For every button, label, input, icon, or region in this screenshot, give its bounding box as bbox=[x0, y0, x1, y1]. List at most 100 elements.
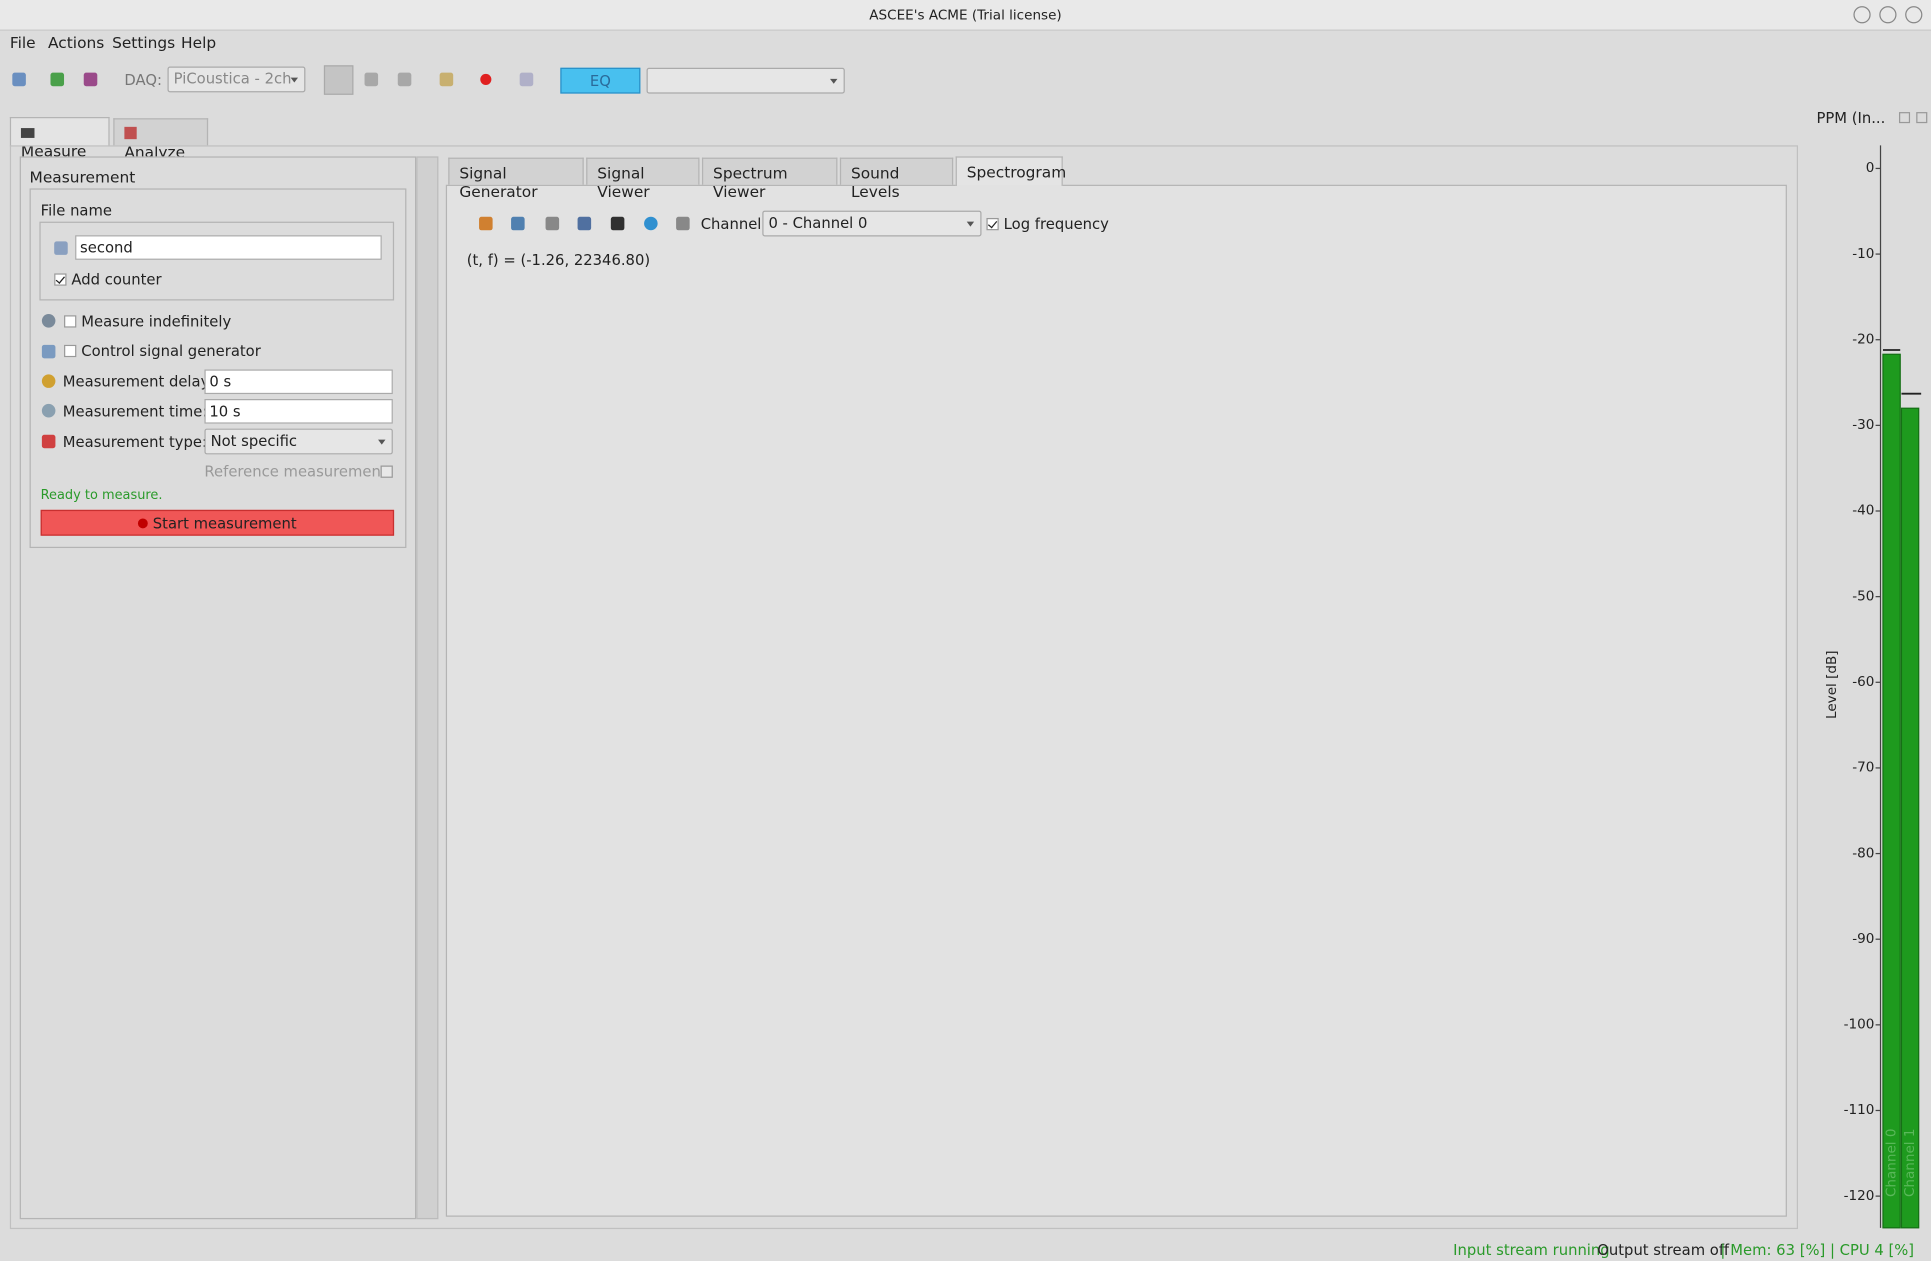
menu-item[interactable]: Help bbox=[181, 33, 217, 52]
window-title: ASCEE's ACME (Trial license) bbox=[869, 7, 1062, 24]
plot-tool[interactable] bbox=[577, 216, 592, 231]
y-tick-label: -120 bbox=[1844, 1188, 1875, 1204]
menu-item[interactable]: Actions bbox=[48, 33, 105, 52]
file-name: second bbox=[80, 238, 133, 257]
icon bbox=[41, 314, 56, 328]
combo[interactable] bbox=[646, 67, 845, 94]
channel-combo[interactable]: 0 - Channel 0 bbox=[762, 210, 982, 237]
tab-label: Spectrum Viewer bbox=[713, 163, 788, 201]
tab[interactable]: Sound Levels bbox=[839, 157, 954, 201]
plot-tool[interactable] bbox=[511, 216, 525, 231]
measure-panel bbox=[19, 156, 417, 1220]
tab[interactable]: Spectrogram bbox=[955, 156, 1067, 186]
type-combo[interactable]: Not specific bbox=[204, 428, 393, 455]
y-tick-label: -60 bbox=[1852, 674, 1874, 690]
maximize-button[interactable] bbox=[1879, 6, 1897, 24]
view-panel bbox=[445, 184, 1787, 1217]
label: Measurement delay: bbox=[62, 373, 214, 391]
button-label: Start measurement bbox=[152, 514, 297, 533]
close-button[interactable] bbox=[1905, 6, 1923, 24]
file-name-input[interactable]: second bbox=[75, 235, 382, 260]
input-status: Input stream running bbox=[1453, 1241, 1610, 1259]
start-button[interactable]: Start measurement bbox=[40, 509, 395, 536]
plot-tool[interactable] bbox=[644, 216, 658, 231]
plot-tool[interactable] bbox=[676, 216, 690, 231]
tab[interactable]: Analyze bbox=[113, 118, 209, 161]
dock-close[interactable] bbox=[1916, 112, 1928, 124]
y-axis-label: Level [dB] bbox=[1824, 650, 1840, 718]
title-bar bbox=[0, 0, 1931, 31]
label: Measurement time: bbox=[62, 402, 208, 420]
eq-label: EQ bbox=[589, 72, 611, 90]
icon bbox=[41, 374, 56, 388]
tab[interactable]: Measure bbox=[9, 116, 110, 160]
menu-item[interactable]: Settings bbox=[112, 33, 176, 52]
time-input[interactable]: 10 s bbox=[204, 399, 393, 424]
toolbar-icon[interactable] bbox=[519, 72, 534, 87]
checkbox-label: Control signal generator bbox=[81, 342, 261, 360]
checkbox[interactable] bbox=[64, 315, 77, 328]
icon bbox=[41, 344, 56, 359]
dock-float[interactable] bbox=[1898, 112, 1911, 124]
checkbox[interactable] bbox=[986, 217, 999, 231]
y-tick-label: -20 bbox=[1852, 331, 1874, 347]
checkbox[interactable] bbox=[380, 465, 393, 478]
tab-label: Signal Generator bbox=[459, 163, 538, 201]
daq-combo[interactable]: PiCoustica - 2ch bbox=[167, 66, 306, 93]
scrollbar[interactable] bbox=[416, 156, 439, 1220]
label: Reference measurement: bbox=[204, 463, 392, 481]
tab[interactable]: Spectrum Viewer bbox=[701, 157, 838, 201]
y-tick-label: -90 bbox=[1852, 931, 1874, 947]
icon bbox=[41, 403, 56, 418]
plot-tool[interactable] bbox=[479, 216, 493, 231]
y-tick-label: -100 bbox=[1844, 1017, 1875, 1033]
menu-item[interactable]: File bbox=[9, 33, 36, 52]
delay-input[interactable]: 0 s bbox=[204, 369, 393, 395]
label: Measurement type: bbox=[62, 433, 207, 451]
y-tick-label: -110 bbox=[1844, 1102, 1875, 1118]
toolbar-icon[interactable] bbox=[364, 72, 379, 87]
delay-value: 0 s bbox=[209, 373, 232, 391]
checkbox[interactable] bbox=[64, 344, 77, 358]
y-tick-label: -30 bbox=[1852, 417, 1874, 433]
plot-tool[interactable] bbox=[545, 216, 560, 231]
channel-label: Channel: bbox=[700, 215, 767, 233]
minimize-button[interactable] bbox=[1853, 6, 1871, 24]
group-title: Measurement bbox=[29, 167, 136, 186]
level-bar bbox=[1900, 407, 1920, 1229]
tab[interactable]: Signal Viewer bbox=[586, 157, 700, 201]
type-value: Not specific bbox=[210, 432, 298, 450]
resources: Mem: 63 [%] | CPU 4 [%] bbox=[1730, 1241, 1915, 1259]
tab[interactable]: Signal Generator bbox=[448, 157, 584, 201]
label: File name bbox=[40, 201, 112, 220]
record-button[interactable] bbox=[480, 73, 492, 85]
y-tick-label: -50 bbox=[1852, 588, 1874, 604]
toolbar-icon[interactable] bbox=[50, 72, 65, 87]
time-value: 10 s bbox=[209, 402, 241, 420]
file-name-group bbox=[39, 221, 395, 301]
tab-label: Spectrogram bbox=[966, 162, 1067, 182]
separator: | bbox=[1720, 1241, 1726, 1259]
daq-label: DAQ: bbox=[124, 71, 162, 89]
tab-label: Signal Viewer bbox=[597, 163, 650, 201]
plot-tool[interactable] bbox=[610, 216, 625, 231]
cursor-readout: (t, f) = (-1.26, 22346.80) bbox=[466, 251, 651, 269]
toolbar-button[interactable] bbox=[323, 65, 354, 95]
checkbox-label: Log frequency bbox=[1003, 215, 1109, 233]
y-tick-label: -70 bbox=[1852, 760, 1874, 776]
y-tick-label: 0 bbox=[1866, 160, 1875, 176]
toolbar-icon[interactable] bbox=[83, 72, 98, 87]
daq-device: PiCoustica - 2ch bbox=[173, 70, 292, 88]
status-text: Ready to measure. bbox=[40, 487, 163, 503]
dock-title: PPM (In... bbox=[1816, 109, 1886, 127]
eq-button[interactable]: EQ bbox=[560, 67, 641, 94]
checkbox-label: Measure indefinitely bbox=[81, 312, 232, 331]
checkbox[interactable] bbox=[54, 273, 67, 286]
icon bbox=[41, 434, 56, 449]
toolbar-icon[interactable] bbox=[397, 72, 412, 87]
channel-label: Channel 0 bbox=[1883, 1129, 1899, 1197]
toolbar-icon[interactable] bbox=[439, 72, 454, 87]
toolbar-icon[interactable] bbox=[12, 72, 26, 87]
